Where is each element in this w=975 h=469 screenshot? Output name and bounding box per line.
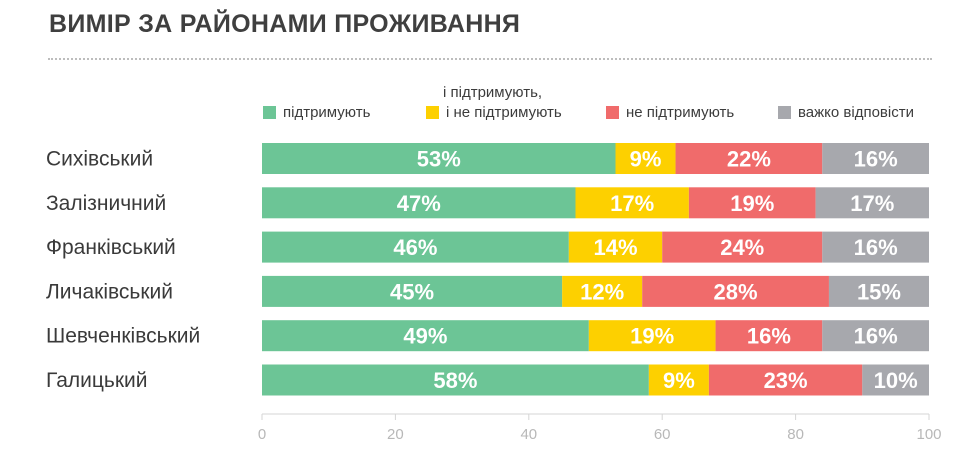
data-label: 58%	[433, 368, 477, 393]
bar-segment	[822, 231, 929, 263]
bar-segment	[262, 143, 616, 174]
bar-segment	[262, 231, 569, 263]
data-label: 46%	[393, 235, 437, 260]
bar-segment	[262, 320, 589, 352]
data-label: 45%	[390, 279, 434, 304]
data-label: 16%	[854, 324, 898, 349]
data-label: 28%	[714, 279, 758, 304]
data-label: 17%	[850, 191, 894, 216]
bar-segment	[862, 364, 929, 396]
bar-segment	[588, 320, 716, 352]
legend-swatch-hard-to-say	[778, 106, 791, 119]
bar-segment	[262, 275, 563, 307]
legend-item-support: підтримують	[263, 103, 370, 122]
category-label: Личаківський	[46, 280, 173, 303]
x-tick-label: 100	[916, 426, 941, 443]
category-label: Галицький	[46, 369, 147, 392]
bar-segment	[662, 231, 823, 263]
legend-swatch-mixed	[426, 106, 439, 119]
category-label: Франківський	[46, 236, 176, 259]
x-tick-label: 60	[654, 426, 671, 443]
title-divider	[48, 58, 932, 60]
data-label: 16%	[747, 324, 791, 349]
legend-item-mixed: і не підтримують	[426, 103, 562, 122]
data-label: 16%	[854, 235, 898, 260]
category-label: Залізничний	[46, 192, 166, 215]
bar-segment	[615, 143, 676, 174]
legend-swatch-support	[263, 106, 276, 119]
bar-segment	[828, 275, 929, 307]
x-tick-label: 20	[387, 426, 404, 443]
legend-label-hard-to-say: важко відповісти	[798, 104, 914, 121]
legend-label-mixed-line1: і підтримують,	[443, 84, 543, 101]
legend-label-support: підтримують	[283, 104, 371, 121]
data-label: 14%	[593, 235, 637, 260]
chart-title: ВИМІР ЗА РАЙОНАМИ ПРОЖИВАННЯ	[49, 10, 521, 38]
legend-swatch-oppose	[606, 106, 619, 119]
bar-segment	[575, 187, 689, 219]
data-label: 17%	[610, 191, 654, 216]
data-label: 12%	[580, 279, 624, 304]
bar-segment	[675, 143, 823, 174]
bar-segment	[822, 320, 929, 352]
bar-segment	[262, 187, 576, 219]
data-label: 53%	[417, 147, 461, 172]
data-label: 24%	[720, 235, 764, 260]
legend-item-oppose: не підтримують	[606, 103, 734, 122]
legend-label-oppose: не підтримують	[626, 104, 735, 121]
data-label: 19%	[630, 324, 674, 349]
bar-segment	[648, 364, 709, 396]
bar-segment	[715, 320, 823, 352]
bar-segment	[562, 275, 643, 307]
x-tick-label: 0	[258, 426, 266, 443]
data-label: 47%	[397, 191, 441, 216]
data-label: 10%	[874, 368, 918, 393]
data-label: 19%	[730, 191, 774, 216]
bar-segment	[262, 364, 649, 396]
data-label: 9%	[630, 147, 662, 172]
legend-item-hard-to-say: важко відповісти	[778, 103, 914, 122]
data-label: 16%	[854, 147, 898, 172]
bar-segment	[815, 187, 929, 219]
bar-segment	[688, 187, 816, 219]
bar-segment	[822, 143, 929, 174]
category-label: Сихівський	[46, 148, 153, 171]
bar-segment	[708, 364, 863, 396]
category-label: Шевченківський	[46, 325, 200, 348]
data-label: 23%	[764, 368, 808, 393]
data-label: 22%	[727, 147, 771, 172]
data-label: 9%	[663, 368, 695, 393]
bar-segment	[568, 231, 663, 263]
bar-segment	[642, 275, 829, 307]
x-tick-label: 80	[787, 426, 804, 443]
data-label: 49%	[403, 324, 447, 349]
legend-label-mixed: і не підтримують	[446, 104, 562, 121]
data-label: 15%	[857, 279, 901, 304]
x-tick-label: 40	[520, 426, 537, 443]
